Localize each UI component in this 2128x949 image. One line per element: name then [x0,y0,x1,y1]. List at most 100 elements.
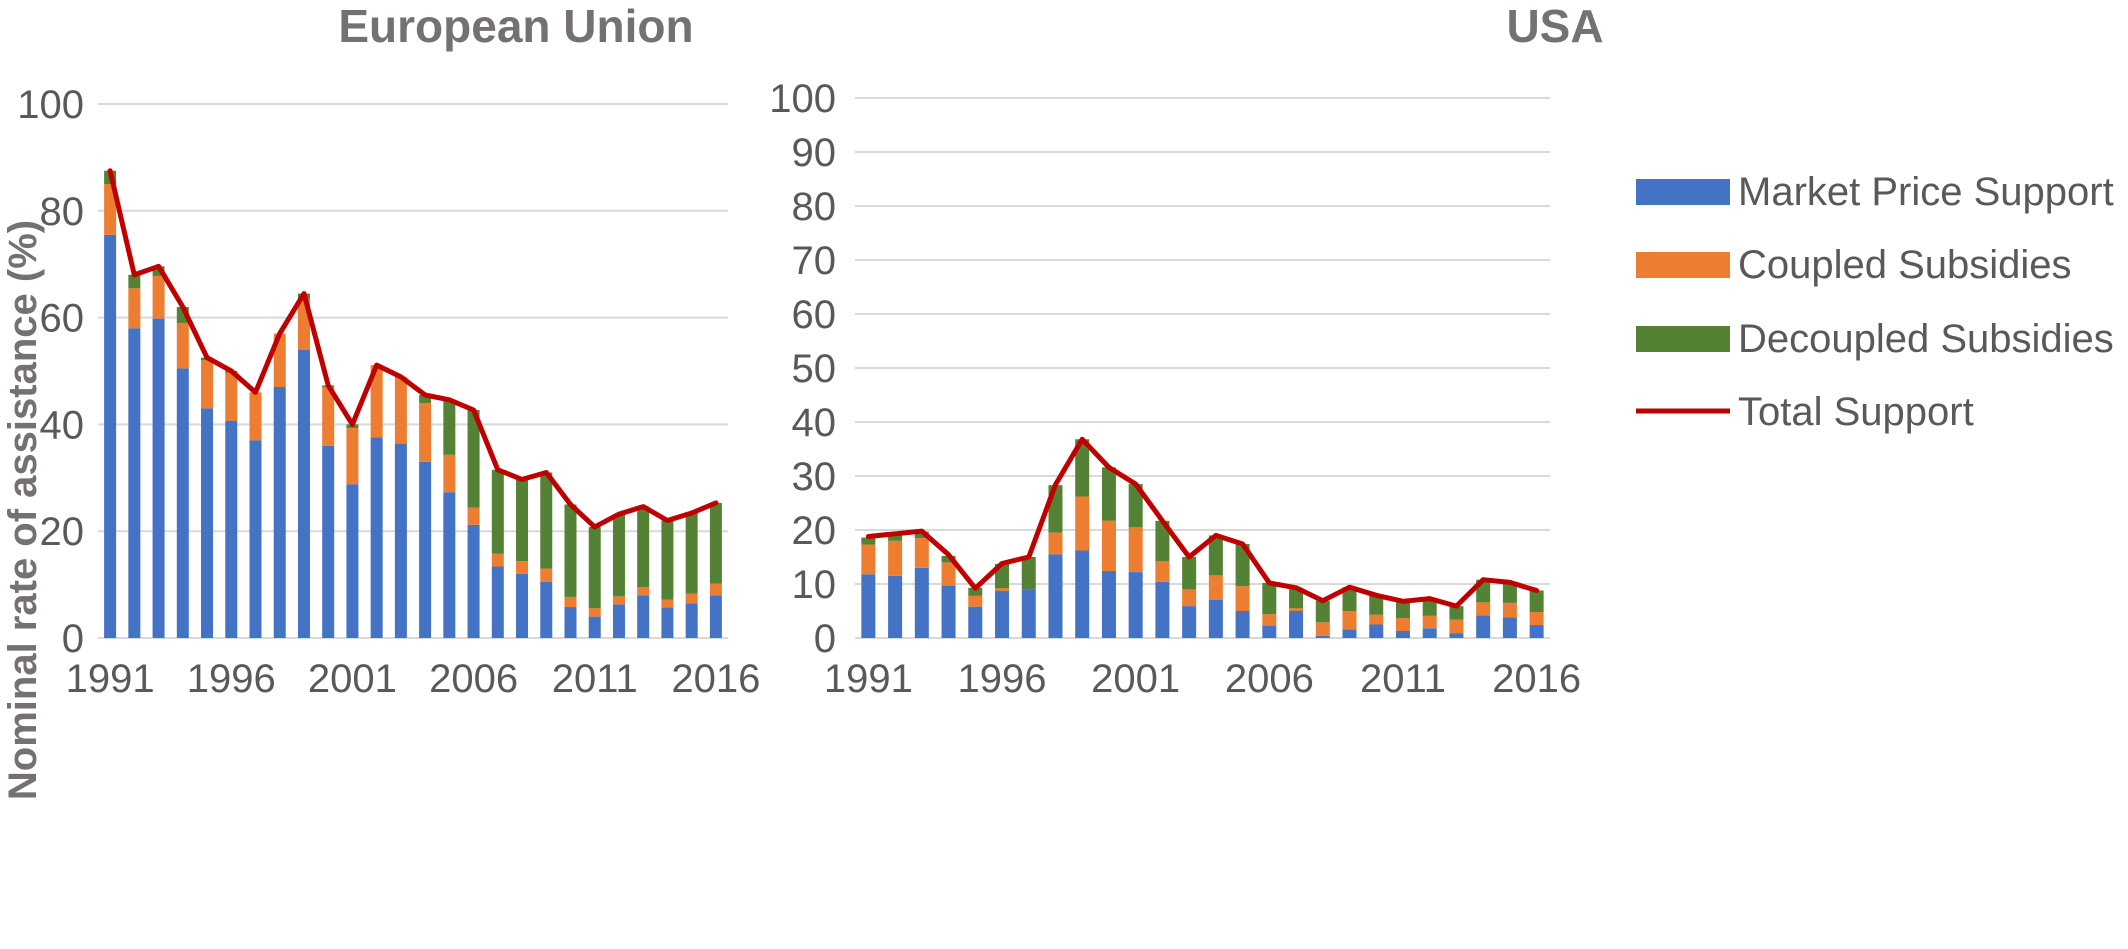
eu-bar-coupled-subsidies [225,372,238,421]
usa-bar-market-price-support [1128,572,1143,638]
eu-bar-decoupled-subsidies [516,479,529,562]
eu-bar-decoupled-subsidies [419,395,432,404]
usa-bar-coupled-subsidies [1342,611,1357,630]
eu-bar-coupled-subsidies [661,599,674,608]
usa-bar-coupled-subsidies [995,588,1010,592]
usa-bar-coupled-subsidies [1262,614,1277,626]
eu-bar-market-price-support [588,616,601,638]
eu-bar-market-price-support [370,437,383,638]
eu-bar-decoupled-subsidies [467,409,480,508]
usa-bar-market-price-support [1342,629,1357,638]
usa-bar-market-price-support [1235,611,1250,638]
usa-bar-coupled-subsidies [914,538,929,568]
eu-bar-coupled-subsidies [176,322,189,369]
eu-bar-market-price-support [637,595,650,638]
eu-x-tick-label: 2016 [671,657,760,701]
usa-bar-coupled-subsidies [968,595,983,607]
usa-y-tick-label: 20 [792,509,837,553]
eu-bar-decoupled-subsidies [709,502,722,584]
eu-bar-decoupled-subsidies [588,526,601,609]
legend: Market Price Support Coupled Subsidies D… [1636,170,2114,434]
usa-bar-market-price-support [1449,633,1464,638]
eu-y-tick-label: 60 [40,297,85,341]
usa-bar-market-price-support [1529,625,1544,638]
usa-x-tick-label: 2001 [1091,657,1180,701]
usa-bar-decoupled-subsidies [1208,535,1223,576]
usa-bar-coupled-subsidies [1422,615,1437,629]
legend-label-total-support: Total Support [1738,390,1974,434]
eu-bar-market-price-support [394,443,407,638]
usa-y-tick-label: 60 [792,293,837,337]
usa-bar-coupled-subsidies [1075,496,1090,551]
eu-bar-coupled-subsidies [637,587,650,596]
usa-bar-decoupled-subsidies [1502,582,1517,603]
eu-total-support-line [107,168,719,530]
usa-bar-coupled-subsidies [861,544,876,575]
usa-y-tick-label: 90 [792,131,837,175]
eu-bar-market-price-support [176,368,189,638]
eu-bar-market-price-support [443,492,456,638]
eu-bar-market-price-support [516,573,529,638]
usa-bar-market-price-support [1075,550,1090,638]
usa-gridlines [855,97,1550,639]
usa-bars [861,439,1544,638]
eu-bar-market-price-support [564,607,577,638]
usa-bar-decoupled-subsidies [1182,557,1197,590]
eu-chart: European Union Nominal rate of assistanc… [1,0,760,800]
usa-bar-decoupled-subsidies [861,537,876,545]
eu-bar-market-price-support [467,524,480,638]
usa-bar-market-price-support [941,585,956,638]
usa-bar-decoupled-subsidies [1021,557,1036,590]
eu-x-tick-label: 1991 [66,657,155,701]
eu-chart-title: European Union [338,0,693,52]
usa-bar-coupled-subsidies [1208,575,1223,600]
usa-y-tick-label: 80 [792,185,837,229]
usa-bar-market-price-support [1155,581,1170,638]
usa-bar-decoupled-subsidies [1315,600,1330,623]
legend-label-coupled-subsidies: Coupled Subsidies [1738,243,2072,287]
usa-y-tick-label: 30 [792,455,837,499]
eu-bar-decoupled-subsidies [661,520,674,600]
usa-bar-coupled-subsidies [1048,532,1063,555]
eu-bar-coupled-subsidies [491,553,504,567]
eu-bar-market-price-support [249,440,262,638]
eu-bar-coupled-subsidies [709,583,722,596]
usa-bar-market-price-support [1101,571,1116,638]
usa-bar-decoupled-subsidies [1262,582,1277,615]
eu-bar-coupled-subsidies [370,365,383,438]
eu-bar-coupled-subsidies [540,568,553,582]
eu-x-tick-label: 2011 [552,657,638,701]
eu-bar-market-price-support [152,318,165,638]
eu-bar-market-price-support [612,604,625,638]
usa-y-tick-label: 70 [792,239,837,283]
usa-bar-coupled-subsidies [1369,614,1384,625]
usa-bar-coupled-subsidies [1476,602,1491,616]
usa-x-tick-label: 2006 [1225,657,1314,701]
eu-bar-coupled-subsidies [419,403,432,462]
eu-bar-market-price-support [491,566,504,638]
eu-bar-coupled-subsidies [346,428,359,485]
usa-bar-coupled-subsidies [1529,612,1544,626]
usa-bar-market-price-support [1502,617,1517,638]
eu-bar-coupled-subsidies [394,376,407,444]
usa-total-support-line [865,436,1540,609]
eu-y-tick-label: 40 [40,403,85,447]
eu-x-tick-label: 2006 [429,657,518,701]
usa-bar-decoupled-subsidies [888,535,903,541]
usa-bar-coupled-subsidies [1155,561,1170,582]
legend-label-decoupled-subsidies: Decoupled Subsidies [1738,317,2114,361]
usa-bar-market-price-support [1395,630,1410,638]
eu-bar-market-price-support [104,234,117,638]
usa-bar-market-price-support [1208,599,1223,638]
eu-total-support-line-group [107,168,719,530]
eu-bar-market-price-support [540,581,553,638]
usa-bar-decoupled-subsidies [1128,484,1143,528]
usa-bar-decoupled-subsidies [1422,598,1437,616]
usa-bar-market-price-support [888,575,903,638]
eu-bar-market-price-support [346,484,359,638]
usa-x-tick-label: 1996 [958,657,1047,701]
eu-x-ticks: 1991 1996 2001 2006 2011 2016 [66,657,761,701]
usa-bar-coupled-subsidies [1315,622,1330,636]
usa-bar-market-price-support [914,567,929,638]
usa-bar-market-price-support [1476,615,1491,638]
